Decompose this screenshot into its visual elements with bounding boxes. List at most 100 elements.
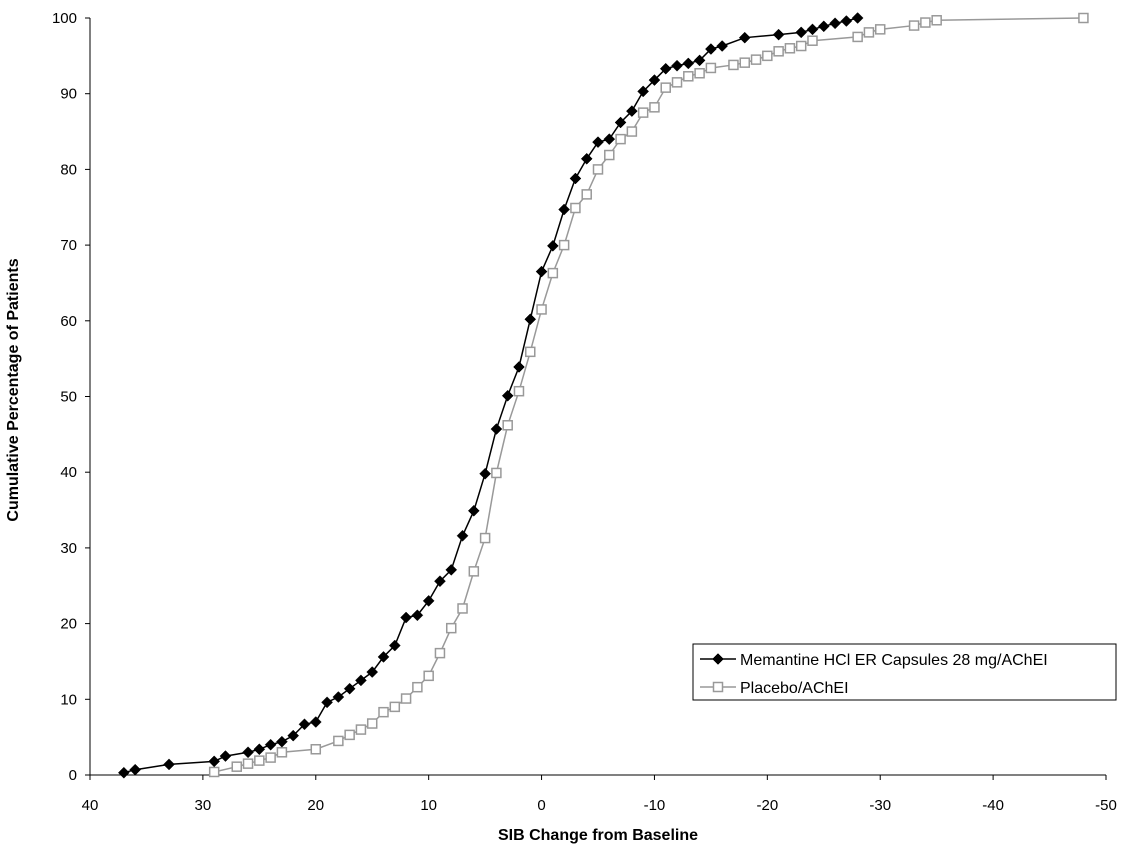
data-point <box>569 172 582 185</box>
data-point <box>400 693 412 704</box>
data-point <box>298 718 311 731</box>
data-point <box>580 152 593 165</box>
data-point <box>536 304 547 315</box>
legend-marker-sample <box>712 681 724 693</box>
data-point <box>265 752 276 763</box>
y-tick-label: 70 <box>60 237 77 254</box>
data-point <box>874 24 886 35</box>
y-tick-label: 40 <box>60 464 77 481</box>
data-point <box>400 611 412 624</box>
y-tick-label: 60 <box>60 313 77 330</box>
legend-entry-placebo: Placebo/AChEI <box>740 680 849 697</box>
x-tick-label: 40 <box>82 797 99 814</box>
data-point <box>242 758 254 769</box>
data-point <box>648 74 661 86</box>
data-point <box>479 532 491 544</box>
data-point <box>388 639 401 652</box>
data-point <box>851 12 864 24</box>
data-point <box>343 682 356 695</box>
data-point <box>637 85 650 98</box>
data-point <box>694 68 705 79</box>
data-point <box>570 202 581 214</box>
x-tick-label: 20 <box>307 797 324 814</box>
data-point <box>795 40 807 52</box>
data-point <box>490 423 503 435</box>
data-point <box>750 54 762 65</box>
data-point <box>649 102 660 113</box>
data-point <box>525 346 536 358</box>
data-point <box>705 43 717 55</box>
data-point <box>671 59 683 72</box>
data-point <box>378 706 389 718</box>
data-point <box>264 738 277 751</box>
data-point <box>231 761 243 772</box>
x-tick-label: -20 <box>756 797 778 814</box>
data-point <box>129 763 142 776</box>
legend-samples <box>700 653 736 693</box>
data-point <box>253 743 266 756</box>
data-point <box>434 575 446 588</box>
x-tick-label: 0 <box>537 797 545 814</box>
data-point <box>389 701 401 713</box>
data-point <box>491 467 502 479</box>
y-tick-label: 100 <box>52 10 77 27</box>
data-point <box>366 718 378 729</box>
data-point <box>547 267 559 279</box>
data-point <box>931 15 942 26</box>
data-point <box>219 750 232 762</box>
data-point <box>332 691 345 703</box>
y-tick-label: 10 <box>60 691 77 708</box>
x-tick-label: -30 <box>869 797 891 814</box>
data-point <box>423 670 434 682</box>
data-point <box>728 59 739 71</box>
data-point <box>682 57 695 70</box>
y-tick-label: 80 <box>60 161 77 178</box>
legend-entry-memantine: Memantine HCl ER Capsules 28 mg/AChEI <box>740 652 1048 669</box>
data-point <box>163 758 175 771</box>
data-point <box>524 313 537 326</box>
data-point <box>1078 12 1089 24</box>
data-point <box>118 766 130 779</box>
data-point <box>807 35 818 46</box>
data-point <box>840 15 853 27</box>
data-point <box>817 20 830 33</box>
data-point <box>558 203 570 216</box>
data-point <box>501 389 514 402</box>
data-point <box>784 43 796 54</box>
data-point <box>683 71 694 82</box>
data-point <box>377 651 390 663</box>
data-point <box>772 28 785 41</box>
y-tick-label: 30 <box>60 540 77 557</box>
data-point <box>434 647 446 659</box>
data-point <box>705 62 717 74</box>
data-point <box>513 385 525 397</box>
data-point <box>614 116 627 129</box>
data-point <box>773 46 784 57</box>
series-memantine <box>118 12 864 779</box>
data-point <box>920 17 931 28</box>
data-point <box>852 31 863 43</box>
data-point <box>456 529 469 542</box>
data-point <box>309 716 322 728</box>
data-point <box>502 420 513 431</box>
data-point <box>604 149 615 161</box>
data-point <box>693 54 706 67</box>
y-tick-label: 50 <box>60 389 77 406</box>
x-axis-title: SIB Change from Baseline <box>498 827 698 844</box>
legend-box <box>692 643 1117 701</box>
data-point <box>355 724 367 735</box>
data-point <box>671 77 683 88</box>
data-point <box>287 729 300 742</box>
y-tick-label: 90 <box>60 86 77 103</box>
data-point <box>806 23 819 36</box>
data-point <box>637 107 649 118</box>
data-point <box>739 57 751 68</box>
x-tick-label: 10 <box>420 797 437 814</box>
data-point <box>321 696 333 709</box>
data-point <box>829 17 841 30</box>
legend: Memantine HCl ER Capsules 28 mg/AChEI Pl… <box>692 643 1117 701</box>
data-point <box>242 746 254 759</box>
data-point <box>422 595 435 607</box>
